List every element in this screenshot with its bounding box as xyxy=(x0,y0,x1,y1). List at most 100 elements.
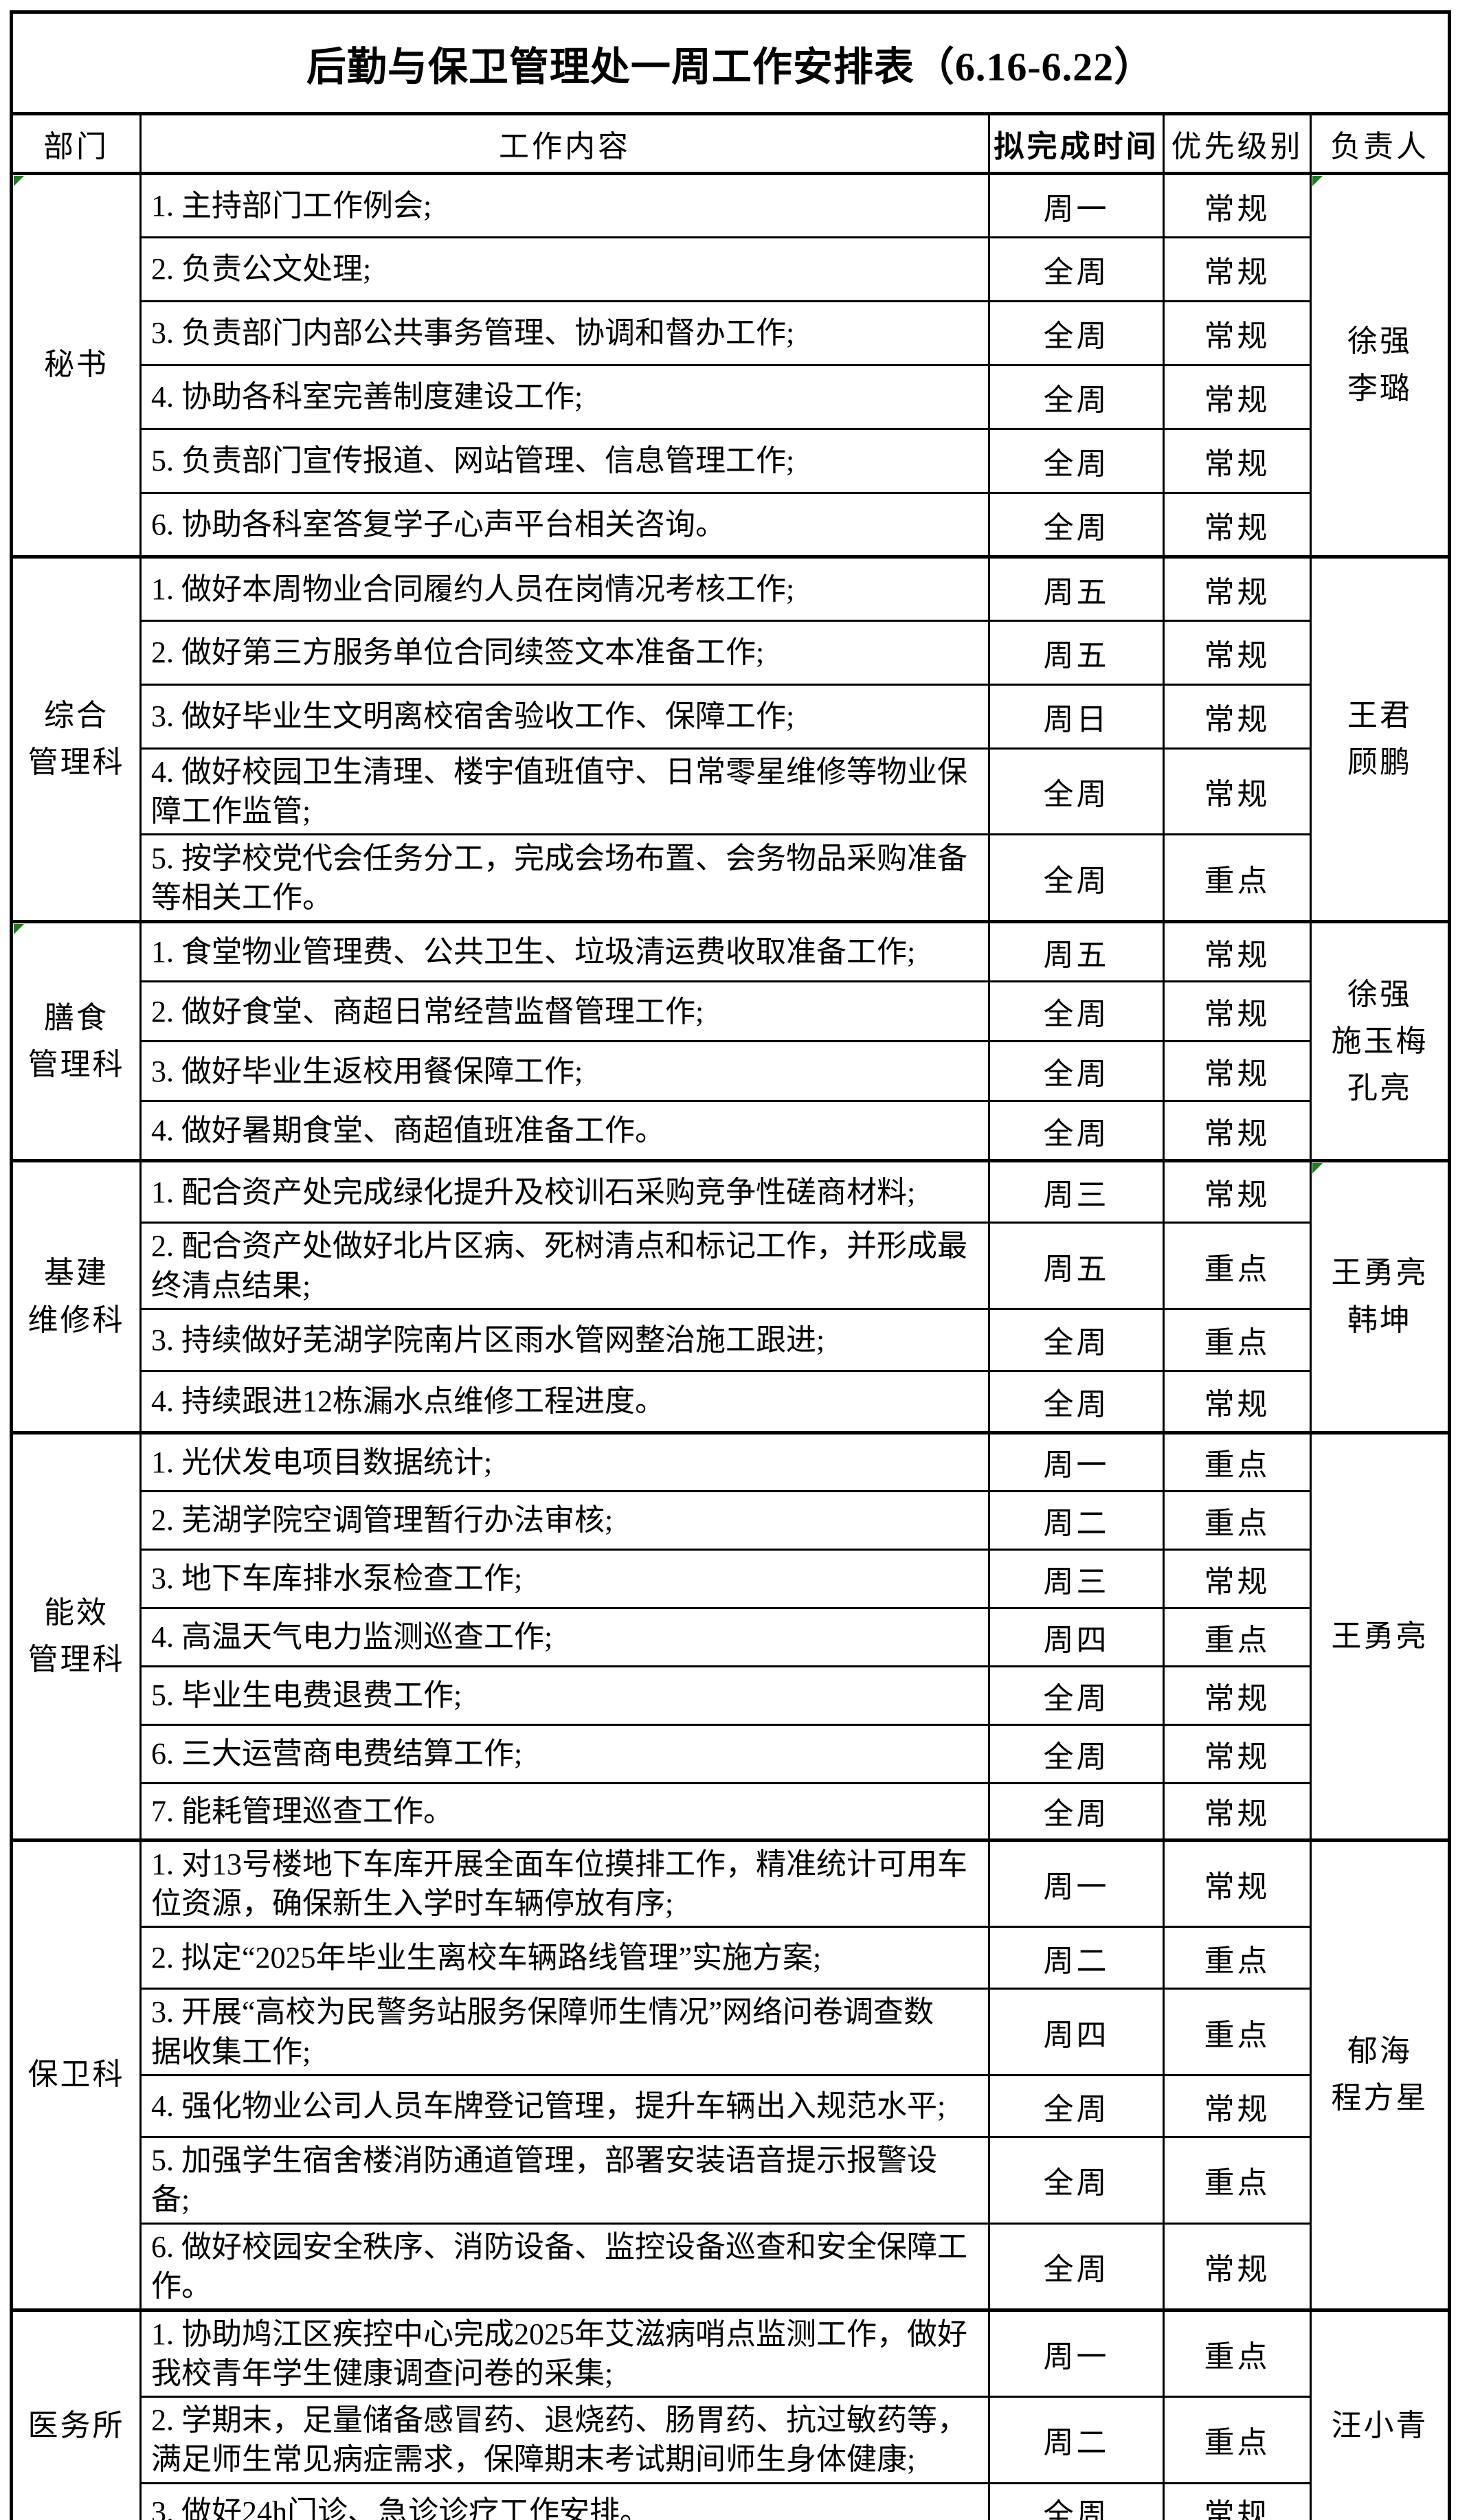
table-row: 5. 毕业生电费退费工作; 全周 常规 xyxy=(12,1665,1450,1726)
priority-cell: 常规 xyxy=(1163,2074,1312,2139)
due-time-cell: 全周 xyxy=(988,833,1165,923)
task-cell: 1. 光伏发电项目数据统计; xyxy=(139,1430,990,1492)
task-cell: 3. 开展“高校为民警务站服务保障师生情况”网络问卷调查数 据收集工作; xyxy=(139,1988,990,2077)
task-cell: 3. 做好24h门诊、急诊诊疗工作安排。 xyxy=(139,2482,990,2520)
task-cell: 2. 负责公文处理; xyxy=(139,236,990,302)
owner-cell: 汪小青 xyxy=(1309,2308,1451,2520)
table-row: 5. 加强学生宿舍楼消防通道管理，部署安装语音提示报警设 备; 全周 重点 xyxy=(12,2136,1450,2225)
due-time-cell: 全周 xyxy=(988,1307,1165,1372)
table-row: 3. 做好24h门诊、急诊诊疗工作安排。 全周 常规 xyxy=(12,2482,1450,2520)
due-time-cell: 周三 xyxy=(988,1159,1165,1224)
department-cell: 能效 管理科 xyxy=(10,1430,142,1841)
due-time-cell: 全周 xyxy=(988,2074,1165,2139)
table-row: 5. 按学校党代会任务分工，完成会场布置、会务物品采购准备 等相关工作。 全周 重点 xyxy=(12,833,1450,923)
task-cell: 5. 毕业生电费退费工作; xyxy=(139,1665,990,1726)
task-cell: 7. 能耗管理巡查工作。 xyxy=(139,1781,990,1841)
task-cell: 5. 负责部门宣传报道、网站管理、信息管理工作; xyxy=(139,428,990,494)
due-time-cell: 全周 xyxy=(988,980,1165,1043)
table-row: 2. 芜湖学院空调管理暂行办法审核; 周二 重点 xyxy=(12,1489,1450,1551)
owner-name: 徐强 xyxy=(1347,324,1413,359)
task-cell: 4. 做好校园卫生清理、楼宇值班值守、日常零星维修等物业保 障工作监管; xyxy=(139,747,990,836)
priority-cell: 重点 xyxy=(1163,1307,1312,1372)
table-row: 3. 持续做好芜湖学院南片区雨水管网整治施工跟进; 全周 重点 xyxy=(12,1307,1450,1372)
task-cell: 4. 持续跟进12栋漏水点维修工程进度。 xyxy=(139,1369,990,1434)
priority-cell: 常规 xyxy=(1163,980,1312,1043)
priority-cell: 常规 xyxy=(1163,172,1312,238)
task-cell: 2. 拟定“2025年毕业生离校车辆路线管理”实施方案; xyxy=(139,1926,990,1990)
task-cell: 1. 协助鸠江区疾控中心完成2025年艾滋病哨点监测工作，做好 我校青年学生健康… xyxy=(139,2308,990,2398)
due-time-cell: 周一 xyxy=(988,1838,1165,1928)
due-time-cell: 全周 xyxy=(988,1665,1165,1726)
priority-cell: 常规 xyxy=(1163,2222,1312,2311)
priority-cell: 常规 xyxy=(1163,2482,1312,2520)
task-cell: 5. 加强学生宿舍楼消防通道管理，部署安装语音提示报警设 备; xyxy=(139,2136,990,2225)
owner-cell: 郁海 程方星 xyxy=(1309,1838,1451,2311)
department-label-line: 管理科 xyxy=(27,1047,125,1081)
priority-cell: 常规 xyxy=(1163,1781,1312,1841)
task-cell: 3. 持续做好芜湖学院南片区雨水管网整治施工跟进; xyxy=(139,1307,990,1372)
table-row: 2. 做好第三方服务单位合同续签文本准备工作; 周五 常规 xyxy=(12,620,1450,686)
department-label-line: 膳食 xyxy=(44,1000,109,1035)
due-time-cell: 全周 xyxy=(988,1723,1165,1784)
table-row: 4. 强化物业公司人员车牌登记管理，提升车辆出入规范水平; 全周 常规 xyxy=(12,2074,1450,2139)
department-cell: 医务所 xyxy=(10,2308,142,2520)
department-label-line: 医务所 xyxy=(27,2408,125,2442)
table-row: 5. 负责部门宣传报道、网站管理、信息管理工作; 全周 常规 xyxy=(12,428,1450,494)
table-row: 4. 协助各科室完善制度建设工作; 全周 常规 xyxy=(12,364,1450,430)
owner-name: 徐强 xyxy=(1347,977,1413,1011)
table-row: 医务所 1. 协助鸠江区疾控中心完成2025年艾滋病哨点监测工作，做好 我校青年学… xyxy=(10,2308,1451,2520)
due-time-cell: 全周 xyxy=(988,747,1165,836)
due-time-cell: 周二 xyxy=(988,2396,1165,2484)
task-cell: 2. 学期末，足量储备感冒药、退烧药、肠胃药、抗过敏药等， 满足师生常见病症需求… xyxy=(139,2396,990,2484)
work-schedule-table: 后勤与保卫管理处一周工作安排表（6.16-6.22） 部门 工作内容 拟完成时间… xyxy=(10,10,1452,2520)
task-cell: 6. 三大运营商电费结算工作; xyxy=(139,1723,990,1784)
due-time-cell: 全周 xyxy=(988,1100,1165,1162)
task-cell: 1. 对13号楼地下车库开展全面车位摸排工作，精准统计可用车 位资源，确保新生入… xyxy=(139,1838,990,1928)
priority-cell: 常规 xyxy=(1163,1723,1312,1784)
due-time-cell: 周二 xyxy=(988,1489,1165,1551)
table-row: 6. 协助各科室答复学子心声平台相关咨询。 全周 常规 xyxy=(12,492,1450,558)
owner-name: 顾鹏 xyxy=(1347,745,1413,780)
priority-cell: 重点 xyxy=(1163,2396,1312,2484)
table-row: 2. 做好食堂、商超日常经营监督管理工作; 全周 常规 xyxy=(12,980,1450,1043)
task-cell: 5. 按学校党代会任务分工，完成会场布置、会务物品采购准备 等相关工作。 xyxy=(139,833,990,923)
table-row: 3. 负责部门内部公共事务管理、协调和督办工作; 全周 常规 xyxy=(12,300,1450,366)
priority-cell: 常规 xyxy=(1163,1040,1312,1103)
due-time-cell: 全周 xyxy=(988,428,1165,494)
excel-corner-indicator xyxy=(1312,177,1323,186)
table-row: 3. 开展“高校为民警务站服务保障师生情况”网络问卷调查数 据收集工作; 周四 重点 xyxy=(12,1988,1450,2077)
due-time-cell: 周五 xyxy=(988,620,1165,686)
col-header-priority: 优先级别 xyxy=(1163,113,1312,175)
table-row: 6. 做好校园安全秩序、消防设备、监控设备巡查和安全保障工 作。 全周 常规 xyxy=(12,2222,1450,2311)
table-row: 3. 做好毕业生文明离校宿舍验收工作、保障工作; 周日 常规 xyxy=(12,684,1450,750)
task-cell: 3. 做好毕业生文明离校宿舍验收工作、保障工作; xyxy=(139,684,990,750)
table-row: 2. 负责公文处理; 全周 常规 xyxy=(12,236,1450,302)
owner-name: 程方星 xyxy=(1331,2081,1428,2115)
priority-cell: 常规 xyxy=(1163,300,1312,366)
department-label-line: 秘书 xyxy=(44,348,109,382)
priority-cell: 常规 xyxy=(1163,1369,1312,1434)
col-header-owner: 负责人 xyxy=(1309,113,1451,175)
task-cell: 3. 负责部门内部公共事务管理、协调和督办工作; xyxy=(139,300,990,366)
due-time-cell: 全周 xyxy=(988,2222,1165,2311)
excel-corner-indicator xyxy=(1312,1164,1323,1174)
due-time-cell: 全周 xyxy=(988,364,1165,430)
excel-corner-indicator xyxy=(14,925,24,935)
priority-cell: 常规 xyxy=(1163,684,1312,750)
priority-cell: 重点 xyxy=(1163,1222,1312,1310)
priority-cell: 常规 xyxy=(1163,236,1312,302)
owner-cell: 王君 顾鹏 xyxy=(1309,554,1451,923)
table-body: 后勤与保卫管理处一周工作安排表（6.16-6.22） 部门 工作内容 拟完成时间… xyxy=(10,11,1451,2520)
priority-cell: 常规 xyxy=(1163,1665,1312,1726)
table-row: 3. 地下车库排水泵检查工作; 周三 常规 xyxy=(12,1548,1450,1609)
task-cell: 1. 做好本周物业合同履约人员在岗情况考核工作; xyxy=(139,555,990,622)
priority-cell: 常规 xyxy=(1163,620,1312,686)
priority-cell: 重点 xyxy=(1163,1606,1312,1667)
page-title: 后勤与保卫管理处一周工作安排表（6.16-6.22） xyxy=(10,11,1451,115)
table-row: 膳食 管理科 1. 食堂物业管理费、公共卫生、垃圾清运费收取准备工作; 周五 常规 徐强施… xyxy=(10,920,1451,1162)
owner-cell: 徐强 李璐 xyxy=(1309,172,1451,558)
task-cell: 2. 做好第三方服务单位合同续签文本准备工作; xyxy=(139,620,990,686)
department-label-line: 能效 xyxy=(44,1595,109,1630)
owner-cell: 徐强 施玉梅 孔亮 xyxy=(1309,920,1451,1162)
owner-name: 韩坤 xyxy=(1347,1303,1413,1337)
